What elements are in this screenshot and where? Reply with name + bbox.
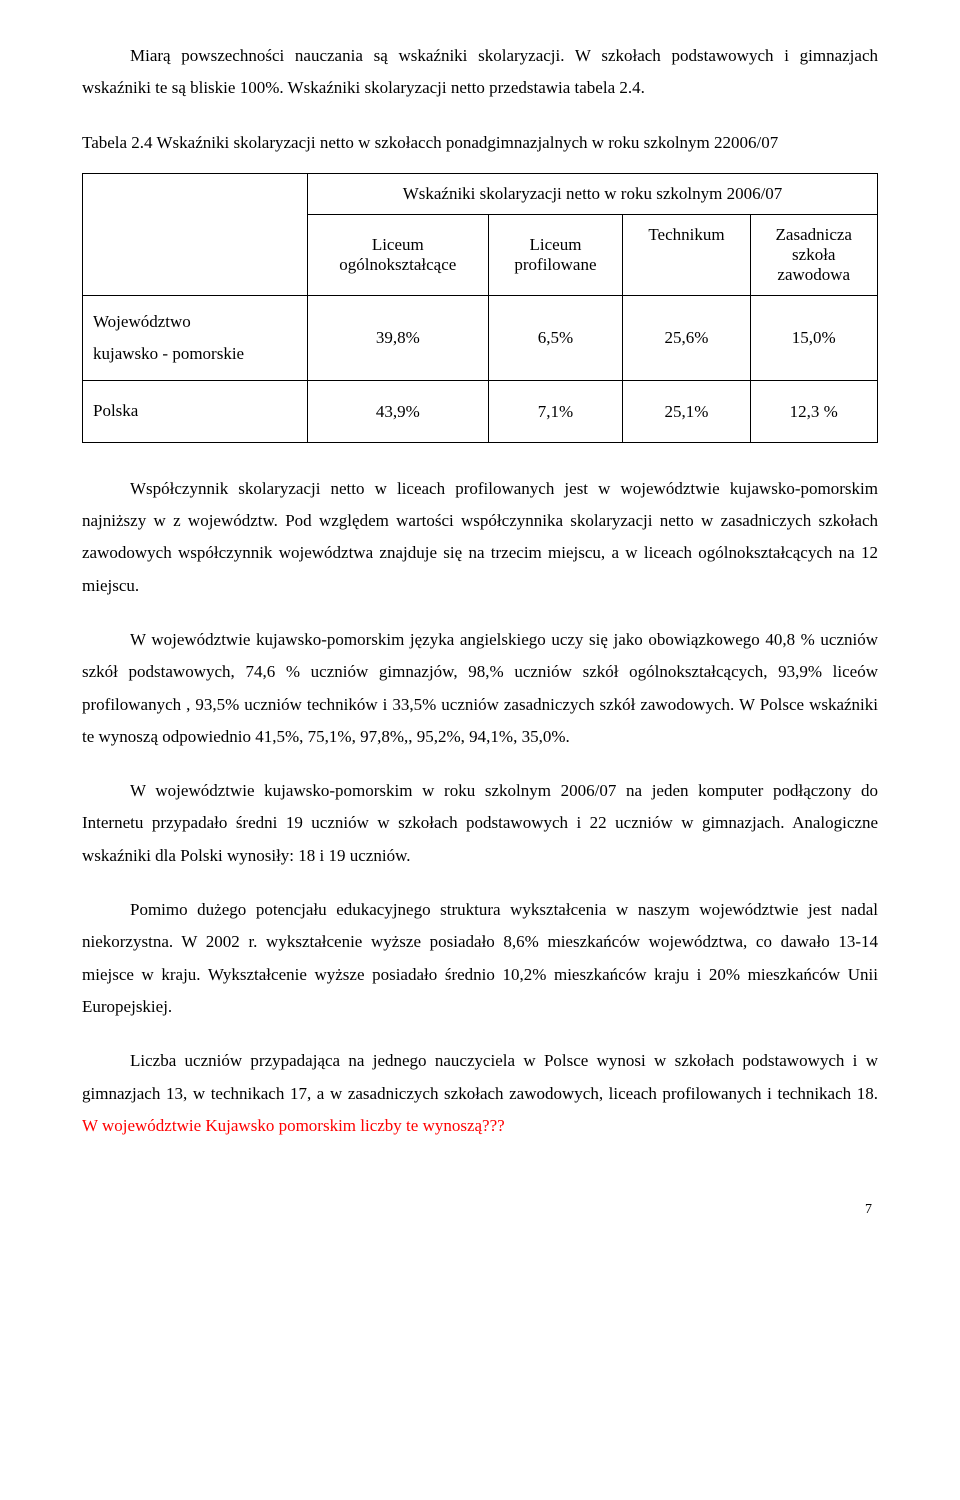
paragraph-text-red: W województwie Kujawsko pomorskim liczby…: [82, 1116, 505, 1135]
col-head-line: szkoła: [761, 245, 867, 265]
col-head-line: Liceum: [318, 235, 478, 255]
paragraph-body: W województwie kujawsko-pomorskim języka…: [82, 624, 878, 753]
table-caption: Tabela 2.4 Wskaźniki skolaryzacji netto …: [82, 127, 878, 159]
col-head-line: ogólnokształcące: [318, 255, 478, 275]
cell-value: 12,3 %: [750, 381, 877, 442]
paragraph-body: Współczynnik skolaryzacji netto w liceac…: [82, 473, 878, 602]
table-corner-cell: [83, 173, 308, 295]
paragraph-body: Pomimo dużego potencjału edukacyjnego st…: [82, 894, 878, 1023]
table-header-inner: Wskaźniki skolaryzacji netto w roku szko…: [308, 173, 878, 214]
col-head-line: zawodowa: [761, 265, 867, 285]
row-label-wojewodztwo: Województwo kujawsko - pomorskie: [83, 295, 308, 381]
skolaryzacja-table: Wskaźniki skolaryzacji netto w roku szko…: [82, 173, 878, 443]
cell-value: 6,5%: [488, 295, 623, 381]
row-label-line: Województwo: [93, 306, 297, 338]
paragraph-intro: Miarą powszechności nauczania są wskaźni…: [82, 40, 878, 105]
cell-value: 7,1%: [488, 381, 623, 442]
col-head-line: Liceum: [499, 235, 613, 255]
paragraph-body-mixed: Liczba uczniów przypadająca na jednego n…: [82, 1045, 878, 1142]
paragraph-text-black: Liczba uczniów przypadająca na jednego n…: [82, 1051, 878, 1102]
row-label-polska: Polska: [83, 381, 308, 442]
col-head-line: Zasadnicza: [761, 225, 867, 245]
cell-value: 39,8%: [308, 295, 489, 381]
page-number: 7: [82, 1202, 878, 1218]
col-head-liceum-ogolne: Liceum ogólnokształcące: [308, 214, 489, 295]
col-head-liceum-profil: Liceum profilowane: [488, 214, 623, 295]
table-row: Polska 43,9% 7,1% 25,1% 12,3 %: [83, 381, 878, 442]
row-label-line: kujawsko - pomorskie: [93, 338, 297, 370]
col-head-technikum: Technikum: [623, 214, 750, 295]
col-head-line: profilowane: [499, 255, 613, 275]
cell-value: 25,6%: [623, 295, 750, 381]
cell-value: 25,1%: [623, 381, 750, 442]
paragraph-body: W województwie kujawsko-pomorskim w roku…: [82, 775, 878, 872]
cell-value: 15,0%: [750, 295, 877, 381]
table-header-row-1: Wskaźniki skolaryzacji netto w roku szko…: [83, 173, 878, 214]
col-head-line: Technikum: [633, 225, 739, 245]
cell-value: 43,9%: [308, 381, 489, 442]
table-row: Województwo kujawsko - pomorskie 39,8% 6…: [83, 295, 878, 381]
col-head-zasadnicza: Zasadnicza szkoła zawodowa: [750, 214, 877, 295]
